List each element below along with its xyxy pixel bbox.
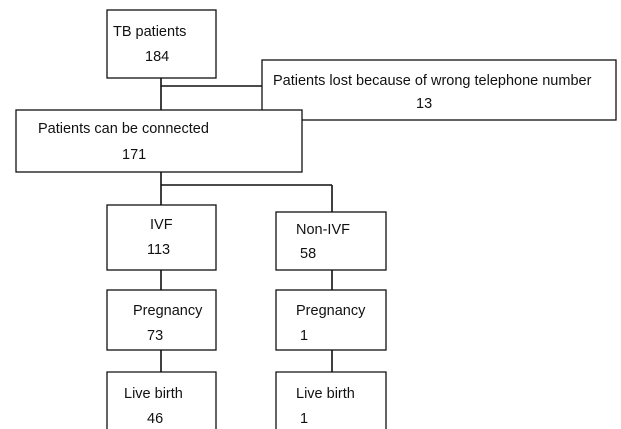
node-count: 46 xyxy=(147,411,163,427)
node-label: Live birth xyxy=(296,386,355,402)
node-label: Pregnancy xyxy=(133,303,203,319)
node-count: 171 xyxy=(122,147,146,163)
node-box xyxy=(275,211,387,271)
node-label: IVF xyxy=(150,217,173,233)
node-count: 13 xyxy=(416,96,432,112)
node-count: 1 xyxy=(300,328,308,344)
node-count: 113 xyxy=(147,242,170,258)
node-label: Patients can be connected xyxy=(38,121,209,137)
node-count: 184 xyxy=(145,49,169,65)
node-label: Live birth xyxy=(124,386,183,402)
node-box xyxy=(106,9,217,79)
node-box xyxy=(15,109,303,173)
node-label: Pregnancy xyxy=(296,303,366,319)
node-count: 73 xyxy=(147,328,163,344)
node-label: Patients lost because of wrong telephone… xyxy=(273,73,592,89)
node-label: TB patients xyxy=(113,24,186,40)
node-box xyxy=(106,289,217,351)
node-box xyxy=(275,371,387,429)
node-box xyxy=(106,371,217,429)
node-box xyxy=(261,59,617,121)
node-box xyxy=(106,204,217,271)
node-count: 1 xyxy=(300,411,308,427)
node-count: 58 xyxy=(300,246,316,262)
node-label: Non-IVF xyxy=(296,222,350,238)
node-box xyxy=(275,289,387,351)
